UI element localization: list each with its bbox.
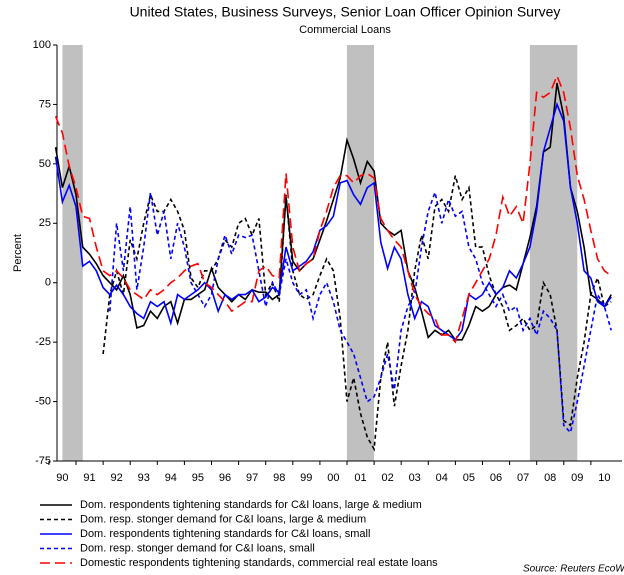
x-tick-label: 04 — [436, 472, 448, 484]
chart-title: United States, Business Surveys, Senior … — [130, 4, 561, 20]
y-tick-label: 100 — [33, 39, 51, 51]
x-tick-label: 90 — [56, 472, 68, 484]
y-tick-label: 75 — [39, 98, 51, 110]
x-tick-label: 99 — [300, 472, 312, 484]
x-tick-label: 91 — [83, 472, 95, 484]
series-line — [54, 82, 612, 341]
x-tick-label: 01 — [354, 472, 366, 484]
source: Source: Reuters EcoWin — [523, 564, 624, 575]
x-tick-label: 06 — [490, 472, 502, 484]
y-tick-label: 50 — [39, 158, 51, 170]
x-tick-label: 93 — [138, 472, 150, 484]
x-tick-label: 10 — [598, 472, 610, 484]
x-tick-label: 97 — [246, 472, 258, 484]
x-tick-label: 09 — [571, 472, 583, 484]
series-line — [109, 189, 612, 435]
x-tick-label: 00 — [327, 472, 339, 484]
legend-label: Dom. resp. stonger demand for C&I loans,… — [80, 513, 366, 525]
x-tick-label: 98 — [273, 472, 285, 484]
y-tick-label: -75 — [35, 455, 51, 467]
x-tick-label: 03 — [409, 472, 421, 484]
legend-label: Domestic respondents tightening standard… — [80, 557, 438, 569]
y-axis-label: Percent — [12, 234, 24, 272]
series-line — [54, 73, 612, 344]
legend-label: Dom. resp. stonger demand for C&I loans,… — [80, 542, 315, 554]
x-tick-label: 02 — [381, 472, 393, 484]
recession-band — [529, 45, 578, 461]
recession-band — [62, 45, 83, 461]
x-tick-label: 96 — [219, 472, 231, 484]
chart-subtitle: Commercial Loans — [299, 24, 391, 36]
x-tick-label: 05 — [463, 472, 475, 484]
legend-label: Dom. respondents tightening standards fo… — [80, 499, 422, 511]
legend-label: Dom. respondents tightening standards fo… — [80, 528, 370, 540]
x-tick-label: 07 — [517, 472, 529, 484]
series-line — [102, 175, 612, 452]
y-tick-label: 0 — [45, 277, 51, 289]
y-tick-label: -25 — [35, 336, 51, 348]
x-tick-label: 92 — [110, 472, 122, 484]
y-tick-label: -50 — [35, 395, 51, 407]
recession-band — [346, 45, 375, 461]
series-line — [54, 101, 612, 341]
x-tick-label: 95 — [192, 472, 204, 484]
x-tick-label: 08 — [544, 472, 556, 484]
y-tick-label: 25 — [39, 217, 51, 229]
x-tick-label: 94 — [165, 472, 177, 484]
